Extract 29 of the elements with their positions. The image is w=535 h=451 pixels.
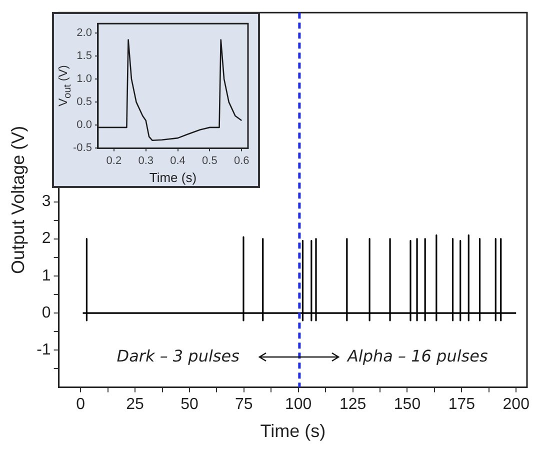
x-tick-label: 50 bbox=[180, 396, 198, 414]
x-tick-label: 0.3 bbox=[138, 154, 154, 167]
x-tick-label: 125 bbox=[339, 396, 366, 414]
y-tick-label: -1 bbox=[36, 342, 51, 359]
y-tick-label: 1.0 bbox=[76, 73, 92, 86]
x-tick-label: 100 bbox=[285, 396, 312, 414]
x-tick-label: 25 bbox=[126, 396, 144, 414]
x-tick-label: 150 bbox=[394, 396, 421, 414]
x-tick-label: 75 bbox=[235, 396, 253, 414]
y-tick-label: -0.5 bbox=[72, 142, 92, 154]
x-tick-label: 0.2 bbox=[106, 154, 122, 167]
x-tick-label: 0.4 bbox=[170, 154, 186, 167]
x-tick-label: 175 bbox=[448, 396, 476, 414]
y-tick-label: 1.5 bbox=[76, 50, 92, 62]
y-tick-label: 3 bbox=[42, 193, 51, 210]
annotation: Dark – 3 pulses bbox=[116, 346, 240, 366]
x-tick-label: 0.5 bbox=[202, 154, 218, 167]
y-tick-label: 0 bbox=[42, 304, 51, 322]
y-tick-label: 2.0 bbox=[76, 26, 92, 39]
y-tick-label: 0.5 bbox=[76, 96, 92, 108]
x-axis-title: Time (s) bbox=[260, 421, 326, 442]
y-axis-title: Output Voltage (V) bbox=[8, 126, 28, 274]
x-axis-title: Time (s) bbox=[149, 170, 197, 185]
y-tick-label: 1 bbox=[42, 267, 51, 284]
annotation: Alpha – 16 pulses bbox=[346, 346, 488, 366]
y-tick-label: 2 bbox=[42, 230, 51, 248]
x-tick-label: 200 bbox=[502, 396, 530, 414]
x-tick-label: 0.6 bbox=[234, 154, 250, 167]
y-tick-label: 0.0 bbox=[76, 119, 92, 132]
